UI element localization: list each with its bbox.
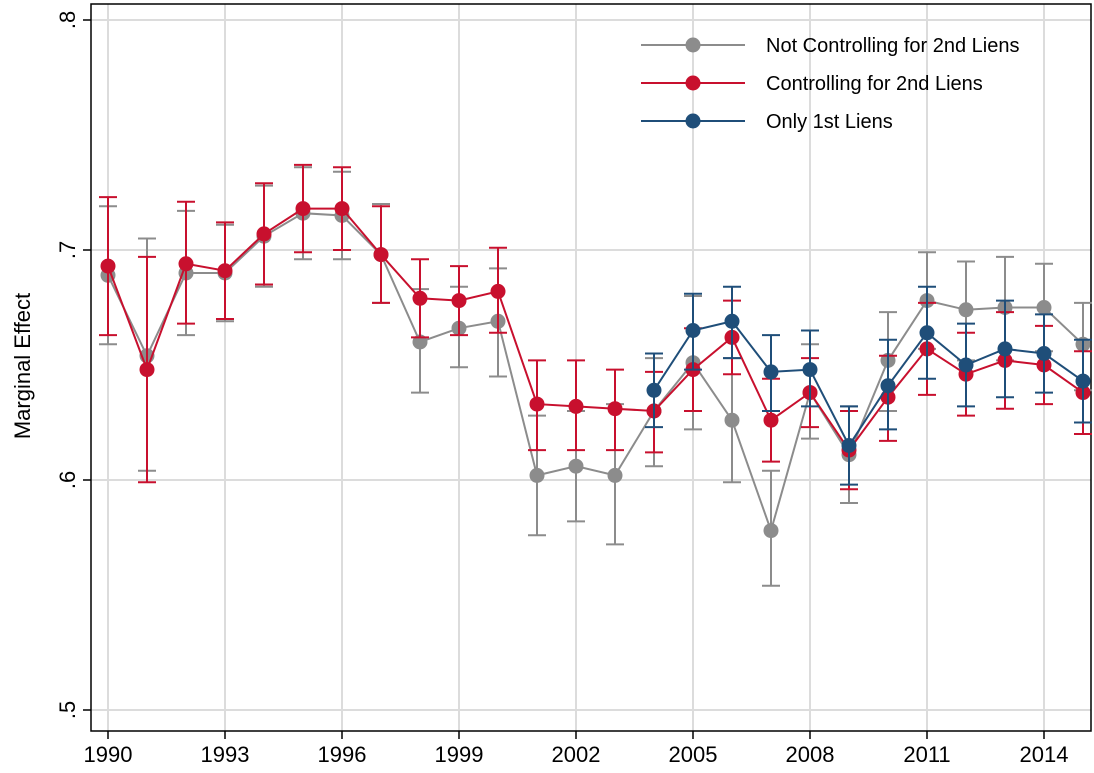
legend-marker	[685, 37, 701, 53]
data-point	[373, 247, 389, 263]
legend-item: Only 1st Liens	[641, 111, 893, 133]
y-tick-label: .7	[55, 241, 80, 259]
data-point	[958, 357, 974, 373]
series-line	[107, 212, 1084, 534]
data-point	[763, 364, 779, 380]
x-tick-label: 1990	[84, 742, 133, 767]
legend-item: Not Controlling for 2nd Liens	[641, 35, 1019, 57]
data-point	[295, 201, 311, 217]
data-point	[100, 258, 116, 274]
data-point	[568, 398, 584, 414]
data-point	[529, 467, 545, 483]
data-point	[763, 412, 779, 428]
data-point	[451, 293, 467, 309]
data-point	[1075, 373, 1091, 389]
legend-marker	[685, 75, 701, 91]
data-point	[646, 382, 662, 398]
data-point	[217, 263, 233, 279]
series-1	[99, 166, 1092, 587]
legend-marker	[685, 113, 701, 129]
series-2	[99, 163, 1092, 491]
data-point	[997, 341, 1013, 357]
legend-label: Controlling for 2nd Liens	[766, 73, 983, 95]
x-tick-label: 1999	[435, 742, 484, 767]
data-point	[490, 283, 506, 299]
data-point	[607, 401, 623, 417]
y-axis-title: Marginal Effect	[10, 293, 35, 439]
y-tick-label: .6	[55, 471, 80, 489]
data-point	[139, 362, 155, 378]
data-point	[724, 412, 740, 428]
data-point	[256, 226, 272, 242]
data-point	[1036, 346, 1052, 361]
y-tick-label: .8	[55, 11, 80, 29]
data-point	[529, 396, 545, 412]
series-line	[653, 320, 1084, 448]
series-3	[645, 285, 1092, 486]
y-tick-label: .5	[55, 701, 80, 719]
data-point	[919, 325, 935, 341]
data-point	[334, 201, 350, 217]
data-point	[607, 467, 623, 483]
legend-item: Controlling for 2nd Liens	[641, 73, 983, 95]
legend-label: Not Controlling for 2nd Liens	[766, 35, 1019, 57]
series-line	[107, 207, 1084, 452]
plot-frame	[90, 3, 1092, 732]
grid-lines	[91, 4, 1091, 731]
x-tick-label: 1996	[318, 742, 367, 767]
data-point	[568, 458, 584, 474]
data-point	[880, 378, 896, 394]
legend: Not Controlling for 2nd Liens Controlling…	[641, 35, 1019, 133]
data-point	[685, 323, 701, 338]
x-tick-label: 2014	[1020, 742, 1069, 767]
axes: .5 .6 .7 .8 1990 1993 1996 1999 2002 2005 2008 2011…	[55, 3, 1092, 767]
data-point	[958, 302, 974, 318]
x-tick-label: 1993	[201, 742, 250, 767]
data-point	[178, 256, 194, 272]
data-point	[763, 523, 779, 539]
data-point	[802, 362, 818, 378]
data-point	[1036, 300, 1052, 315]
x-tick-label: 2002	[552, 742, 601, 767]
x-tick-label: 2011	[903, 742, 950, 767]
data-point	[724, 313, 740, 329]
series-layer	[99, 163, 1092, 587]
legend-label: Only 1st Liens	[766, 111, 893, 133]
data-point	[841, 438, 857, 453]
x-tick-label: 2008	[786, 742, 835, 767]
data-point	[412, 290, 428, 306]
x-tick-label: 2005	[669, 742, 718, 767]
